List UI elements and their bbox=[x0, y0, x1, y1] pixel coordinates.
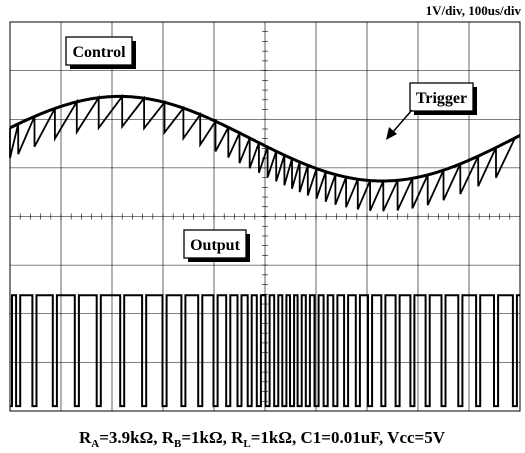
scope-traces bbox=[9, 93, 521, 408]
callout-control: Control bbox=[65, 36, 136, 69]
caption-subscript: B bbox=[174, 438, 182, 450]
callout-box bbox=[183, 229, 247, 259]
callout-box bbox=[409, 82, 474, 112]
callout-label-control: Control bbox=[72, 44, 126, 61]
callout-label-output: Output bbox=[190, 237, 240, 254]
trigger-trace bbox=[9, 93, 516, 212]
caption-subscript: A bbox=[91, 438, 99, 450]
callout-trigger: Trigger bbox=[409, 82, 477, 115]
scale-label: 1V/div, 100us/div bbox=[426, 3, 522, 18]
arrow-head bbox=[386, 127, 397, 140]
caption-text-run: =1kΩ, R bbox=[181, 428, 244, 447]
caption-subscript: L bbox=[243, 438, 250, 450]
control-trace bbox=[9, 94, 521, 183]
callout-box bbox=[65, 36, 133, 66]
caption-text-run: R bbox=[79, 428, 92, 447]
caption-text-run: =1kΩ, C1=0.01uF, Vcc=5V bbox=[251, 428, 446, 447]
scope-callouts: Control Trigger Output bbox=[65, 36, 477, 262]
trigger-arrow bbox=[386, 109, 413, 140]
caption-text-run: =3.9kΩ, R bbox=[99, 428, 175, 447]
scope-frame bbox=[9, 21, 521, 412]
callout-label-trigger: Trigger bbox=[416, 90, 467, 107]
arrow-shaft bbox=[391, 109, 413, 134]
scope-grid bbox=[9, 21, 520, 411]
callout-output: Output bbox=[183, 229, 250, 262]
output-trace bbox=[10, 294, 520, 408]
circuit-parameters-caption: RA=3.9kΩ, RB=1kΩ, RL=1kΩ, C1=0.01uF, Vcc… bbox=[79, 428, 446, 450]
